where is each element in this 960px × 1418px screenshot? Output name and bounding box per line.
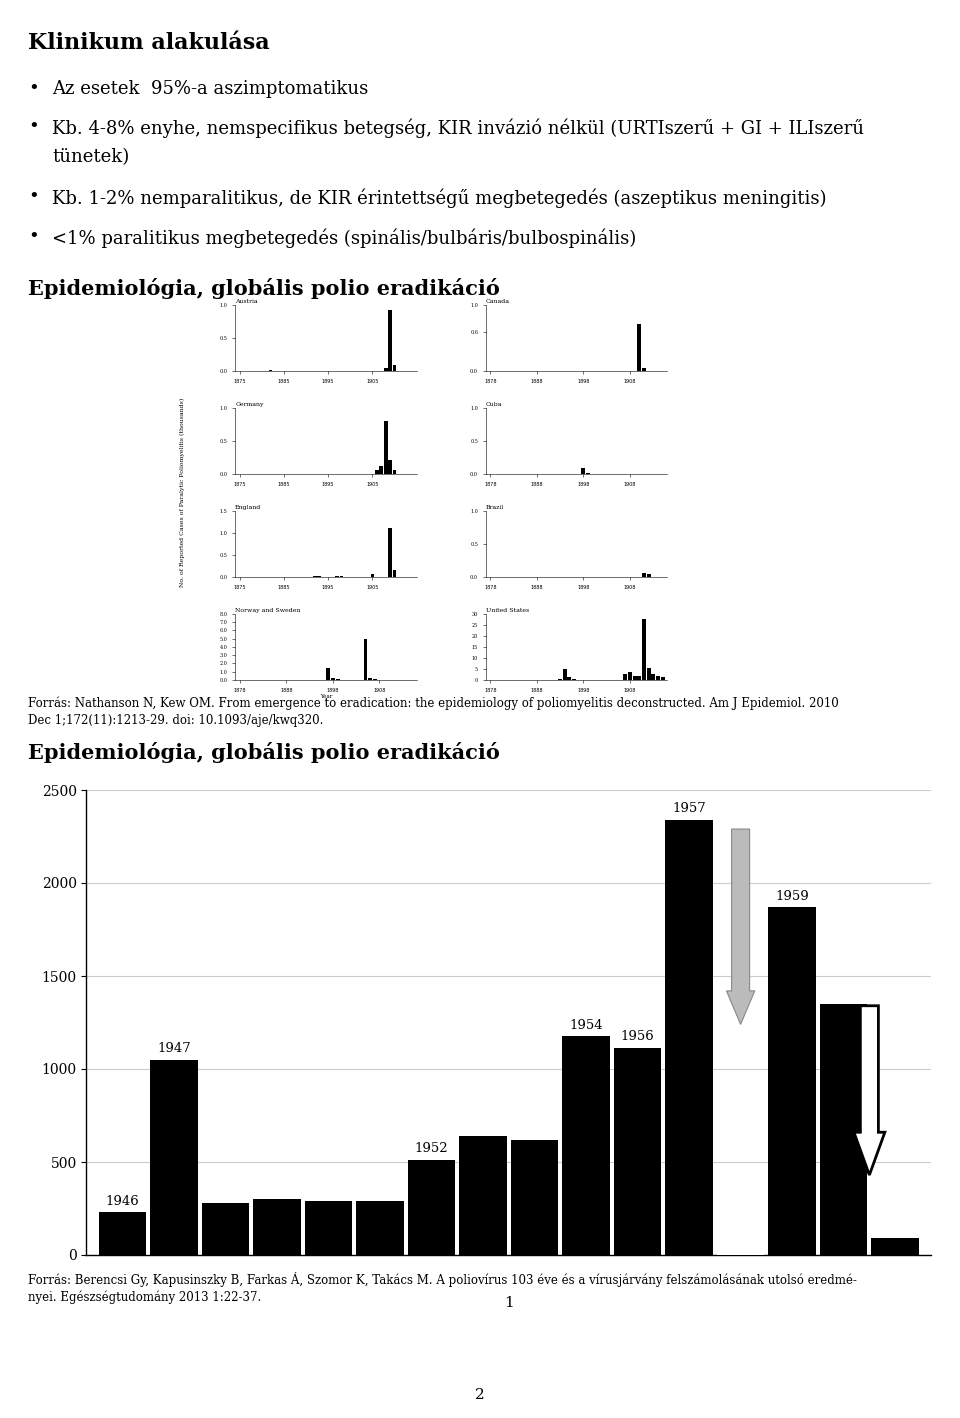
Bar <box>305 1201 352 1255</box>
Text: tünetek): tünetek) <box>52 147 130 166</box>
Bar <box>872 1238 919 1255</box>
Text: Cuba: Cuba <box>486 401 502 407</box>
Text: 2: 2 <box>475 1388 485 1402</box>
Text: Dec 1;172(11):1213-29. doi: 10.1093/aje/kwq320.: Dec 1;172(11):1213-29. doi: 10.1093/aje/… <box>28 715 324 727</box>
Text: Norway and Sweden: Norway and Sweden <box>235 607 300 613</box>
Bar <box>511 1140 559 1255</box>
Bar <box>356 1201 404 1255</box>
Text: Kb. 4-8% enyhe, nemspecifikus betegség, KIR invázió nélkül (URTIszerű + GI + ILI: Kb. 4-8% enyhe, nemspecifikus betegség, … <box>52 118 864 138</box>
Bar <box>651 675 656 681</box>
Bar <box>151 1059 198 1255</box>
Bar <box>202 1202 250 1255</box>
Bar <box>613 1048 661 1255</box>
Bar <box>99 1212 146 1255</box>
Bar <box>647 668 651 681</box>
Text: nyei. Egészségtudomány 2013 1:22-37.: nyei. Egészségtudomány 2013 1:22-37. <box>28 1290 261 1303</box>
Bar <box>375 471 379 474</box>
Text: United States: United States <box>486 607 529 613</box>
Text: Epidemiológia, globális polio eradikáció: Epidemiológia, globális polio eradikáció <box>28 278 500 299</box>
Bar <box>388 459 392 474</box>
Text: Canada: Canada <box>486 299 510 303</box>
Text: Germany: Germany <box>235 401 264 407</box>
Bar <box>384 369 388 372</box>
Bar <box>633 676 636 681</box>
Text: •: • <box>28 118 38 136</box>
X-axis label: Year: Year <box>320 693 332 699</box>
Bar <box>628 672 632 681</box>
Bar <box>768 908 816 1255</box>
Text: 1957: 1957 <box>672 803 706 815</box>
Text: •: • <box>28 79 38 98</box>
Text: Brazil: Brazil <box>486 505 504 509</box>
Bar <box>331 678 335 681</box>
Text: Klinikum alakulása: Klinikum alakulása <box>28 33 270 54</box>
Bar <box>253 1200 300 1255</box>
Text: Az esetek  95%-a aszimptomatikus: Az esetek 95%-a aszimptomatikus <box>52 79 369 98</box>
Bar <box>369 678 372 681</box>
Bar <box>393 570 396 577</box>
Bar <box>393 364 396 372</box>
Text: 1946: 1946 <box>106 1194 139 1208</box>
Bar <box>623 675 627 681</box>
Bar <box>665 820 712 1255</box>
Polygon shape <box>854 1005 885 1176</box>
Text: Forrás: Berencsi Gy, Kapusinszky B, Farkas Á, Szomor K, Takács M. A poliovírus 1: Forrás: Berencsi Gy, Kapusinszky B, Fark… <box>28 1272 857 1288</box>
Text: 1947: 1947 <box>157 1042 191 1055</box>
Bar <box>637 323 641 372</box>
Bar <box>379 467 383 474</box>
Bar <box>820 1004 867 1255</box>
Bar <box>642 620 646 681</box>
Text: Austria: Austria <box>235 299 258 303</box>
Text: 1952: 1952 <box>415 1143 448 1156</box>
Bar <box>459 1136 507 1255</box>
Bar <box>326 668 330 681</box>
Bar <box>408 1160 455 1255</box>
Text: Epidemiológia, globális polio eradikáció: Epidemiológia, globális polio eradikáció <box>28 742 500 763</box>
Bar <box>717 1236 764 1255</box>
Text: 1956: 1956 <box>621 1029 655 1044</box>
Bar <box>637 675 641 681</box>
Bar <box>364 638 368 681</box>
Text: Forrás: Nathanson N, Kew OM. From emergence to eradication: the epidemiology of : Forrás: Nathanson N, Kew OM. From emerge… <box>28 696 839 709</box>
Text: Kb. 1-2% nemparalitikus, de KIR érintettségű megbetegedés (aszeptikus meningitis: Kb. 1-2% nemparalitikus, de KIR érintett… <box>52 189 827 207</box>
Text: 1: 1 <box>504 1296 514 1310</box>
Bar <box>660 676 664 681</box>
Bar <box>642 369 646 372</box>
Bar <box>563 669 566 681</box>
Text: •: • <box>28 189 38 206</box>
Bar <box>582 468 586 474</box>
Text: England: England <box>235 505 261 509</box>
Bar <box>388 529 392 577</box>
Bar <box>647 574 651 577</box>
Text: <1% paralitikus megbetegedés (spinális/bulbáris/bulbospinális): <1% paralitikus megbetegedés (spinális/b… <box>52 228 636 248</box>
Bar <box>384 421 388 474</box>
Polygon shape <box>727 830 755 1024</box>
Bar <box>388 311 392 372</box>
Text: 1954: 1954 <box>569 1018 603 1032</box>
Text: 1959: 1959 <box>776 889 809 902</box>
Bar <box>563 1037 610 1255</box>
Bar <box>393 471 396 474</box>
Bar <box>642 573 646 577</box>
Bar <box>371 574 374 577</box>
Bar <box>567 676 571 681</box>
Bar <box>656 675 660 681</box>
Text: No. of Reported Cases of Paralytic Poliomyelitis (thousands): No. of Reported Cases of Paralytic Polio… <box>180 398 185 587</box>
Text: •: • <box>28 228 38 245</box>
